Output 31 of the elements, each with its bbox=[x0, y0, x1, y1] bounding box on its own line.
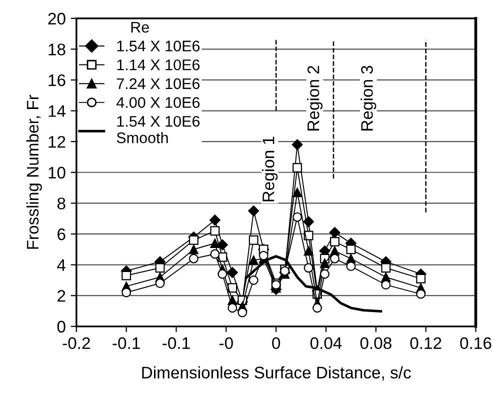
x-tick-label: -0 bbox=[219, 337, 233, 350]
y-tick-label: 10 bbox=[48, 166, 66, 179]
y-tick-label: 20 bbox=[48, 12, 66, 25]
annotation: Region 2 bbox=[306, 66, 323, 130]
x-axis-title: Dimensionless Surface Distance, s/c bbox=[142, 366, 411, 380]
y-tick-label: 16 bbox=[48, 74, 66, 86]
x-tick-label: 0.04 bbox=[310, 337, 342, 350]
y-tick-label: 4 bbox=[57, 259, 66, 271]
legend-title: Re bbox=[131, 22, 149, 33]
y-axis-title: Frossling Number, Fr bbox=[26, 94, 42, 249]
y-tick-label: 2 bbox=[58, 290, 66, 302]
x-tick-label: -0.2 bbox=[62, 337, 90, 350]
y-tick-label: 6 bbox=[58, 228, 66, 240]
x-tick-label: 0.12 bbox=[410, 337, 442, 350]
y-tick-label: 18 bbox=[48, 44, 66, 56]
y-tick-label: 8 bbox=[57, 198, 66, 210]
y-tick-label: 14 bbox=[48, 105, 66, 117]
annotation: Region 1 bbox=[262, 136, 278, 202]
x-tick-label: 0 bbox=[272, 337, 280, 350]
legend-label: 1.54 X 10E6 bbox=[117, 40, 200, 52]
x-tick-label: 0.16 bbox=[460, 337, 492, 350]
x-tick-label: 0.08 bbox=[360, 337, 392, 350]
y-tick-label: 0 bbox=[57, 320, 66, 333]
x-tick-label: -0.1 bbox=[112, 337, 140, 350]
x-tick-label: -0.1 bbox=[162, 337, 190, 350]
legend-label: 1.54 X 10E6 Smooth bbox=[116, 116, 200, 144]
legend-label: 7.24 X 10E6 bbox=[116, 78, 200, 90]
annotation: Region 3 bbox=[360, 66, 376, 130]
legend-label: 4.00 X 10E6 bbox=[116, 97, 200, 108]
legend-label: 1.14 X 10E6 bbox=[117, 59, 200, 70]
y-tick-label: 12 bbox=[48, 136, 66, 148]
